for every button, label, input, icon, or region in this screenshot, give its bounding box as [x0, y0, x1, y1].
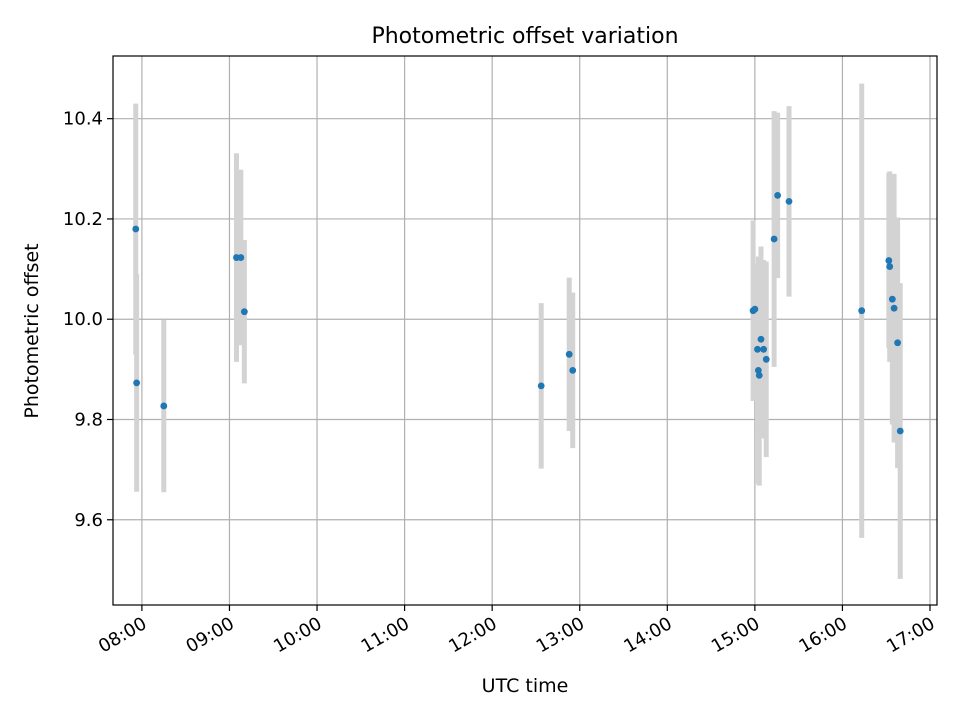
data-point [133, 379, 141, 387]
y-axis-ticks: 9.6 9.8 10.0 10.2 10.4 [63, 109, 113, 531]
data-point [774, 191, 782, 199]
data-point [160, 402, 168, 410]
data-point [894, 339, 901, 347]
data-point [755, 371, 763, 379]
axes-frame [112, 55, 938, 606]
data-point [537, 382, 545, 390]
data-point [888, 295, 896, 303]
y-tick-label: 10.2 [63, 209, 103, 230]
data-point [760, 345, 768, 353]
data-point [565, 350, 573, 358]
data-point [754, 366, 762, 374]
x-axis-label: UTC time [482, 675, 569, 697]
y-tick-label: 9.8 [74, 409, 103, 430]
y-axis-label: Photometric offset [21, 243, 43, 418]
y-tick-label: 10.4 [63, 109, 103, 130]
data-point [754, 345, 761, 353]
data-point [890, 304, 898, 312]
data-point [237, 254, 245, 261]
data-point [757, 335, 765, 343]
data-point [240, 308, 248, 316]
data-point [751, 305, 759, 313]
grid-layer [113, 56, 937, 605]
y-tick-label: 10.0 [63, 309, 103, 330]
chart-title: Photometric offset variation [371, 24, 678, 49]
data-point [785, 197, 793, 205]
y-tick-label: 9.6 [74, 510, 103, 531]
data-point [896, 427, 904, 435]
data-point [886, 263, 894, 270]
data-point [770, 235, 778, 243]
point-layer [132, 191, 904, 435]
data-point [569, 366, 577, 374]
data-point [858, 307, 866, 315]
data-point [885, 257, 893, 264]
data-point [762, 355, 770, 363]
data-point [132, 225, 140, 233]
